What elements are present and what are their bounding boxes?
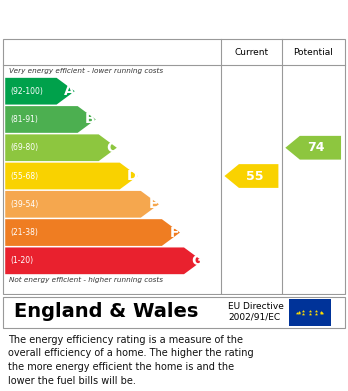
Bar: [289, 300, 331, 326]
Text: F: F: [170, 226, 179, 240]
Polygon shape: [5, 219, 180, 246]
Text: C: C: [106, 141, 117, 155]
Text: (92-100): (92-100): [10, 87, 43, 96]
Text: B: B: [85, 113, 96, 126]
Text: 74: 74: [307, 141, 325, 154]
Polygon shape: [5, 135, 117, 161]
Text: D: D: [127, 169, 138, 183]
Text: Not energy efficient - higher running costs: Not energy efficient - higher running co…: [9, 277, 163, 283]
Text: (81-91): (81-91): [10, 115, 38, 124]
Text: England & Wales: England & Wales: [14, 302, 198, 321]
Bar: [3, 297, 345, 328]
Text: EU Directive
2002/91/EC: EU Directive 2002/91/EC: [228, 302, 284, 321]
Text: overall efficiency of a home. The higher the rating: overall efficiency of a home. The higher…: [8, 348, 254, 359]
Polygon shape: [5, 163, 138, 189]
Polygon shape: [5, 191, 159, 218]
Text: (39-54): (39-54): [10, 200, 39, 209]
Text: Potential: Potential: [293, 48, 333, 57]
Text: 55: 55: [246, 170, 263, 183]
Text: The energy efficiency rating is a measure of the: The energy efficiency rating is a measur…: [8, 335, 243, 345]
Text: Energy Efficiency Rating: Energy Efficiency Rating: [14, 11, 235, 27]
Text: (69-80): (69-80): [10, 143, 39, 152]
Polygon shape: [5, 248, 202, 274]
Text: lower the fuel bills will be.: lower the fuel bills will be.: [8, 375, 136, 386]
Text: (21-38): (21-38): [10, 228, 38, 237]
Text: (1-20): (1-20): [10, 256, 33, 265]
Text: the more energy efficient the home is and the: the more energy efficient the home is an…: [8, 362, 234, 372]
Polygon shape: [5, 106, 96, 133]
Text: Very energy efficient - lower running costs: Very energy efficient - lower running co…: [9, 68, 163, 74]
Text: G: G: [191, 254, 202, 268]
Text: A: A: [64, 84, 74, 98]
Polygon shape: [285, 136, 341, 160]
Text: E: E: [149, 197, 158, 211]
Text: (55-68): (55-68): [10, 172, 39, 181]
Polygon shape: [224, 164, 278, 188]
Text: Current: Current: [234, 48, 269, 57]
Polygon shape: [5, 78, 75, 104]
